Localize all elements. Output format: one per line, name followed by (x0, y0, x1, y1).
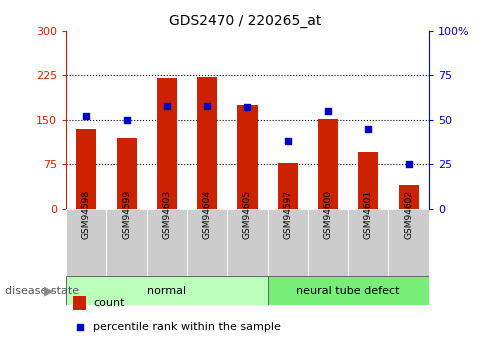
Text: neural tube defect: neural tube defect (296, 286, 400, 296)
Text: GSM94598: GSM94598 (82, 190, 91, 239)
Text: GSM94601: GSM94601 (364, 190, 373, 239)
Bar (278, 162, 298, 209)
Point (244, 105, 251, 110)
Text: GSM94602: GSM94602 (404, 190, 413, 239)
Bar (76, 129, 97, 209)
Point (284, 138, 292, 144)
Point (405, 161, 413, 167)
Text: normal: normal (147, 286, 186, 296)
Bar (318, 119, 338, 209)
Text: GSM94604: GSM94604 (203, 190, 212, 239)
Point (203, 103, 211, 108)
Text: count: count (93, 298, 125, 308)
Bar (157, 78, 177, 209)
Point (75, 325, 83, 330)
Text: percentile rank within the sample: percentile rank within the sample (93, 323, 281, 333)
Bar (389, 209, 429, 276)
Bar (117, 138, 137, 209)
Text: ▶: ▶ (44, 284, 54, 297)
Bar (147, 209, 187, 276)
Bar (348, 209, 389, 276)
Bar (74, 296, 86, 310)
Bar (398, 185, 418, 209)
Text: GSM94600: GSM94600 (323, 190, 333, 239)
Bar (227, 209, 268, 276)
Text: GSM94603: GSM94603 (162, 190, 171, 239)
Bar (358, 152, 378, 209)
Bar (237, 105, 258, 209)
Point (122, 117, 130, 122)
Text: GSM94605: GSM94605 (243, 190, 252, 239)
Bar (197, 77, 217, 209)
Point (82, 114, 90, 119)
Bar (187, 209, 227, 276)
Bar (66, 209, 106, 276)
Bar (268, 209, 308, 276)
Bar (106, 209, 147, 276)
Bar (268, 276, 429, 305)
Bar (66, 276, 268, 305)
Point (324, 108, 332, 114)
Point (365, 126, 372, 131)
Text: GSM94597: GSM94597 (283, 190, 292, 239)
Point (163, 103, 171, 108)
Bar (308, 209, 348, 276)
Text: GDS2470 / 220265_at: GDS2470 / 220265_at (169, 14, 321, 28)
Text: disease state: disease state (5, 286, 79, 296)
Text: GSM94599: GSM94599 (122, 190, 131, 239)
